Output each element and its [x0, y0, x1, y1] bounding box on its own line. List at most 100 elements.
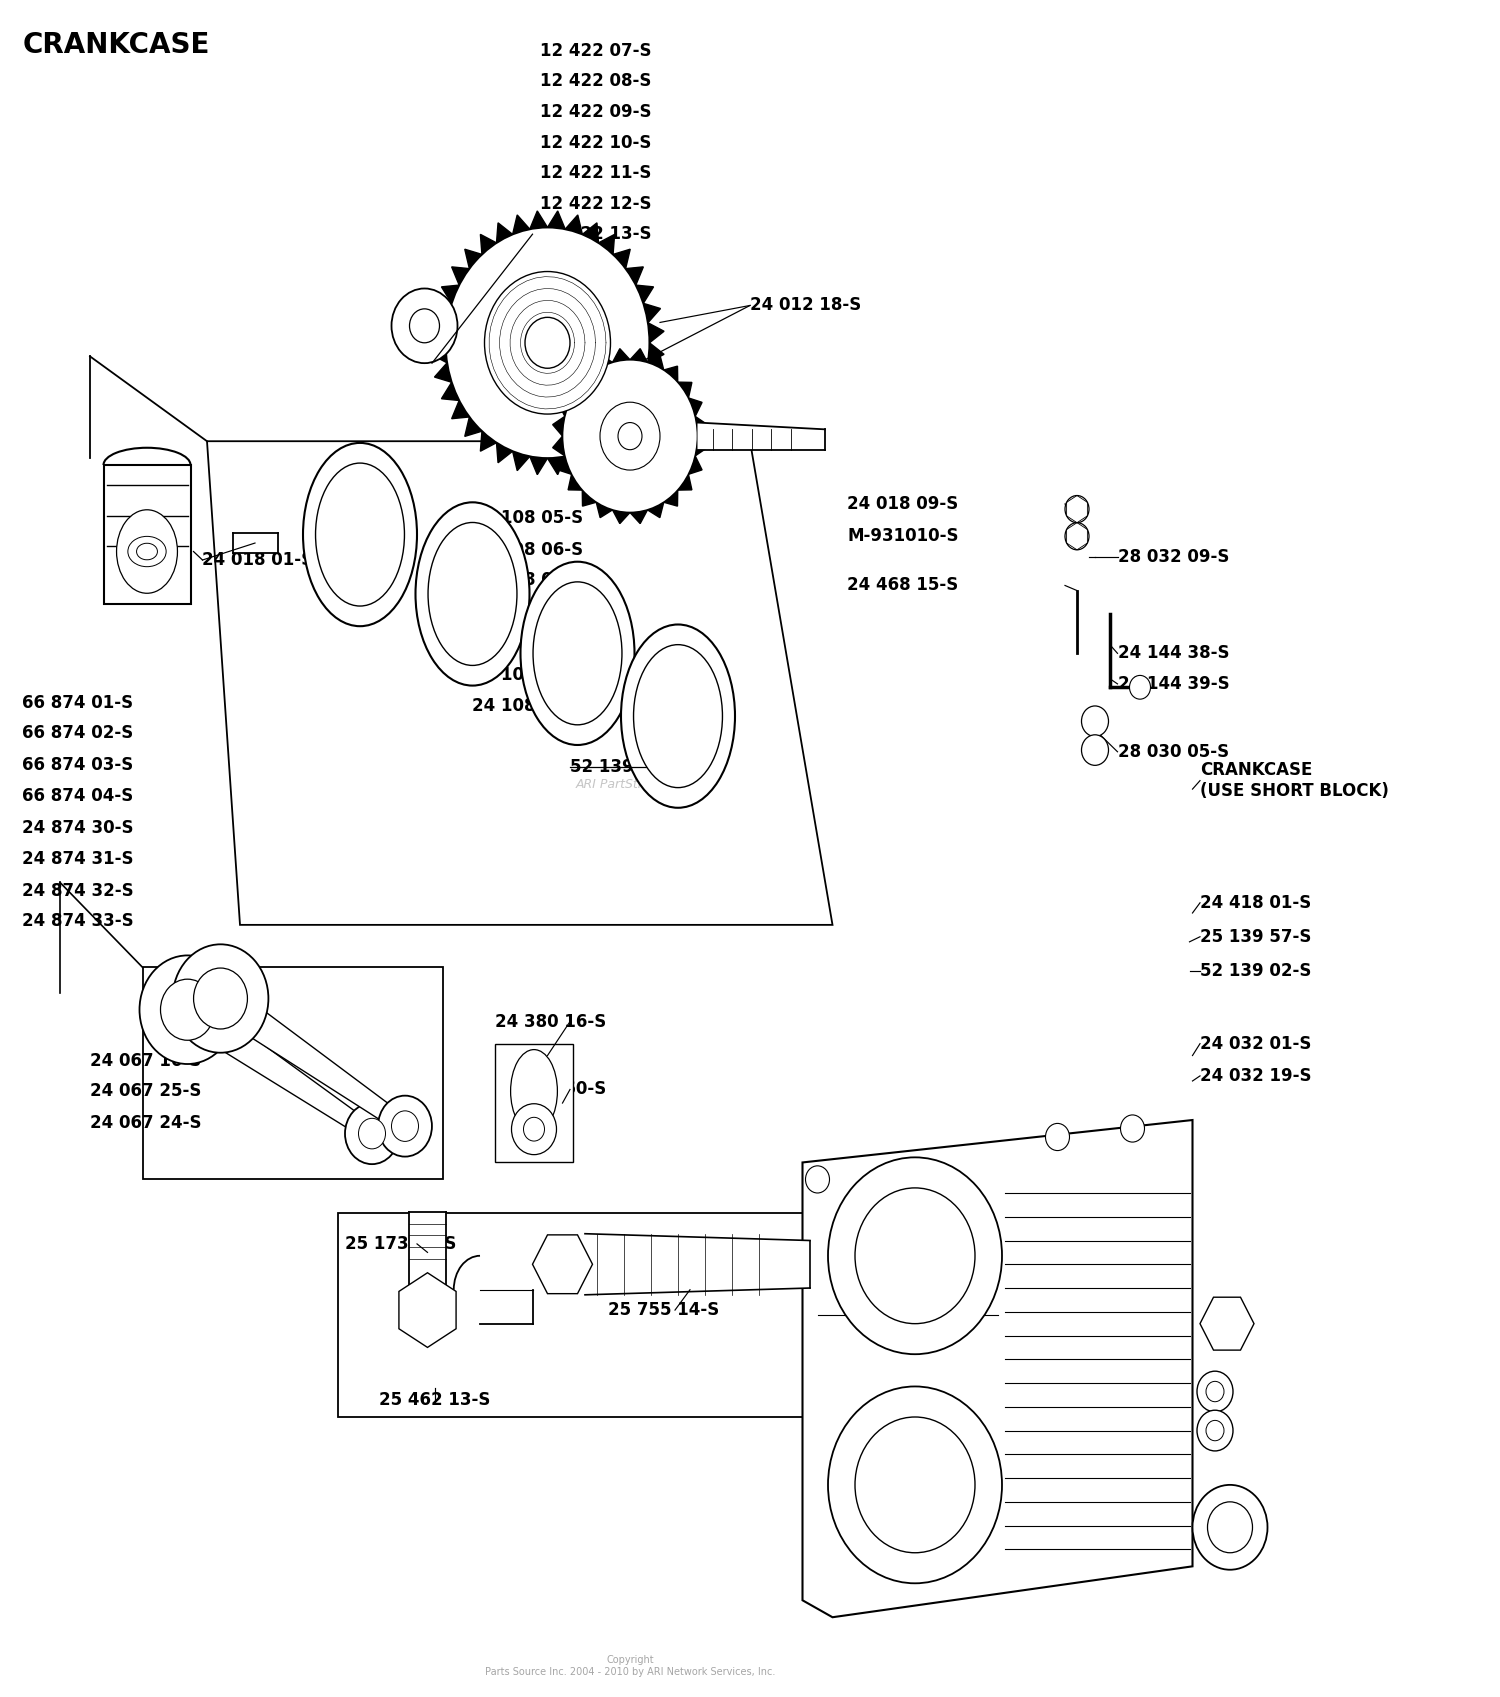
Polygon shape	[496, 443, 513, 463]
Polygon shape	[435, 363, 451, 382]
Polygon shape	[338, 1213, 848, 1417]
Circle shape	[1130, 675, 1150, 699]
Ellipse shape	[532, 582, 622, 725]
Text: Copyright
Parts Source Inc. 2004 - 2010 by ARI Network Services, Inc.: Copyright Parts Source Inc. 2004 - 2010 …	[484, 1655, 776, 1677]
Text: 25 173 14-S: 25 173 14-S	[345, 1235, 456, 1252]
Text: 24 018 09-S: 24 018 09-S	[847, 496, 958, 512]
Text: 24 012 18-S: 24 012 18-S	[750, 297, 861, 314]
Circle shape	[1192, 1485, 1268, 1570]
Polygon shape	[688, 456, 702, 475]
Polygon shape	[636, 382, 654, 400]
Text: 12 422 08-S: 12 422 08-S	[540, 73, 651, 90]
Polygon shape	[435, 304, 451, 322]
Polygon shape	[648, 502, 663, 518]
Polygon shape	[441, 382, 459, 400]
Text: 28 032 09-S: 28 032 09-S	[1118, 548, 1228, 565]
Text: 25 139 57-S: 25 139 57-S	[1200, 928, 1311, 945]
Polygon shape	[530, 210, 548, 229]
Text: 52 139 09-S: 52 139 09-S	[570, 759, 681, 776]
Text: 24 144 39-S: 24 144 39-S	[1118, 675, 1228, 692]
Polygon shape	[430, 343, 447, 363]
Ellipse shape	[621, 624, 735, 808]
Circle shape	[160, 979, 214, 1040]
Text: CRANKCASE: CRANKCASE	[22, 31, 210, 58]
Circle shape	[1197, 1410, 1233, 1451]
Text: CRANKCASE
(USE SHORT BLOCK): CRANKCASE (USE SHORT BLOCK)	[1200, 762, 1389, 799]
Circle shape	[358, 1118, 386, 1149]
Polygon shape	[558, 456, 572, 475]
Polygon shape	[612, 509, 630, 524]
Polygon shape	[663, 367, 678, 382]
Polygon shape	[441, 285, 459, 304]
Polygon shape	[582, 490, 596, 506]
Text: 24 144 38-S: 24 144 38-S	[1118, 645, 1228, 662]
Text: 25 755 14-S: 25 755 14-S	[608, 1302, 718, 1319]
Ellipse shape	[117, 509, 177, 594]
Polygon shape	[513, 451, 529, 470]
Text: 12 422 10-S: 12 422 10-S	[540, 134, 651, 151]
Polygon shape	[648, 322, 664, 343]
Polygon shape	[694, 436, 708, 456]
Polygon shape	[480, 431, 496, 451]
Polygon shape	[614, 249, 630, 268]
Text: 12 422 07-S: 12 422 07-S	[540, 42, 651, 59]
Ellipse shape	[510, 1049, 558, 1134]
Polygon shape	[142, 967, 442, 1179]
Polygon shape	[465, 417, 482, 436]
Polygon shape	[630, 348, 648, 363]
Text: 12 422 09-S: 12 422 09-S	[540, 104, 651, 120]
Polygon shape	[180, 994, 376, 1140]
Circle shape	[410, 309, 440, 343]
Polygon shape	[694, 416, 708, 436]
Circle shape	[828, 1157, 1002, 1354]
Polygon shape	[698, 423, 825, 450]
Circle shape	[600, 402, 660, 470]
Text: 24 874 30-S: 24 874 30-S	[22, 820, 134, 837]
Text: 25 139 60-S: 25 139 60-S	[495, 1081, 606, 1098]
Text: ARI PartStream™: ARI PartStream™	[576, 777, 684, 791]
Circle shape	[562, 360, 698, 512]
Polygon shape	[596, 355, 612, 370]
Circle shape	[1065, 523, 1089, 550]
Polygon shape	[558, 399, 572, 416]
Ellipse shape	[416, 502, 530, 686]
Text: 66 874 04-S: 66 874 04-S	[22, 787, 134, 804]
Circle shape	[525, 317, 570, 368]
Circle shape	[172, 944, 268, 1052]
Text: 25 462 13-S: 25 462 13-S	[380, 1392, 490, 1409]
Circle shape	[512, 1103, 556, 1154]
Polygon shape	[568, 475, 582, 490]
Ellipse shape	[303, 443, 417, 626]
Text: 28 030 05-S: 28 030 05-S	[1118, 743, 1228, 760]
Polygon shape	[648, 343, 664, 363]
Polygon shape	[644, 304, 660, 322]
Text: 24 032 01-S: 24 032 01-S	[1200, 1035, 1311, 1052]
Text: 52 139 02-S: 52 139 02-S	[1200, 962, 1311, 979]
Text: 66 874 01-S: 66 874 01-S	[22, 694, 134, 711]
Polygon shape	[430, 322, 447, 343]
Ellipse shape	[633, 645, 723, 787]
Polygon shape	[630, 509, 648, 524]
Polygon shape	[802, 1120, 1192, 1617]
Polygon shape	[548, 210, 566, 229]
Text: 24 032 19-S: 24 032 19-S	[1200, 1067, 1311, 1084]
Text: 24 108 06-S: 24 108 06-S	[472, 541, 584, 558]
Polygon shape	[596, 502, 612, 518]
Ellipse shape	[427, 523, 518, 665]
Text: 12 422 13-S: 12 422 13-S	[540, 226, 651, 243]
Polygon shape	[566, 451, 582, 470]
Text: 24 108 15-S: 24 108 15-S	[472, 635, 584, 652]
Circle shape	[1120, 1115, 1144, 1142]
Polygon shape	[552, 416, 566, 436]
Circle shape	[194, 967, 248, 1028]
Polygon shape	[465, 249, 482, 268]
Polygon shape	[568, 382, 582, 399]
Circle shape	[855, 1188, 975, 1324]
Polygon shape	[530, 456, 548, 475]
Polygon shape	[644, 363, 660, 382]
Circle shape	[345, 1103, 399, 1164]
Text: 12 422 12-S: 12 422 12-S	[540, 195, 651, 212]
Polygon shape	[548, 456, 566, 475]
Text: M-931010-S: M-931010-S	[847, 528, 958, 545]
Circle shape	[1206, 1420, 1224, 1441]
